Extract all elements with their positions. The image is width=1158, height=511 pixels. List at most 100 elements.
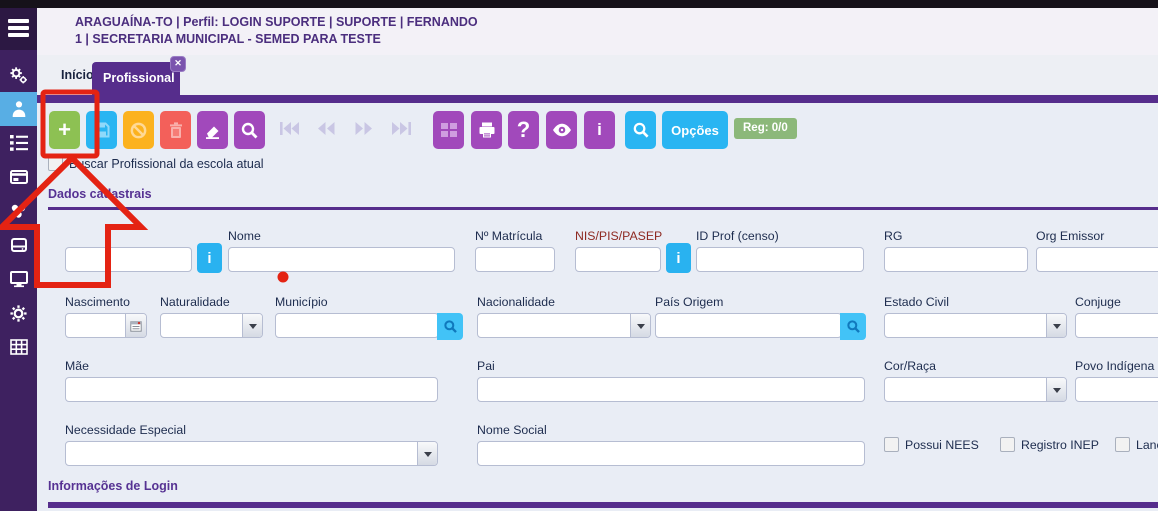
lanca-label: Lança xyxy=(1136,437,1158,452)
sidebar-item-gear[interactable] xyxy=(0,296,37,330)
buscar-profissional-checkbox-row[interactable]: Buscar Profissional da escola atual xyxy=(48,156,264,171)
chevron-down-icon xyxy=(242,314,262,337)
record-count-badge: Reg: 0/0 xyxy=(734,118,797,139)
calendar-icon[interactable] xyxy=(125,314,146,337)
sidebar-item-monitor[interactable] xyxy=(0,262,37,296)
search-button[interactable] xyxy=(234,111,265,149)
nis-info-button[interactable]: i xyxy=(666,243,691,273)
nome-social-input[interactable] xyxy=(477,441,865,466)
nis-label: NIS/PIS/PASEP xyxy=(575,229,663,243)
cpf-info-button[interactable]: i xyxy=(197,243,222,273)
field-org-emissor: Org Emissor xyxy=(1036,229,1158,272)
nome-label: Nome xyxy=(228,229,261,243)
ordered-list-icon xyxy=(9,135,28,151)
next-record-button[interactable] xyxy=(354,121,374,137)
nascimento-input[interactable] xyxy=(65,313,147,338)
sidebar-item-person[interactable] xyxy=(0,92,37,126)
org-emissor-input[interactable] xyxy=(1036,247,1158,272)
pais-origem-search-button[interactable] xyxy=(840,313,866,340)
help-button[interactable]: ? xyxy=(508,111,539,149)
first-record-button[interactable] xyxy=(280,121,300,137)
municipio-search-button[interactable] xyxy=(437,313,463,340)
field-nome: Nome xyxy=(228,229,455,272)
povo-indigena-input[interactable] xyxy=(1075,377,1158,402)
mae-input[interactable] xyxy=(65,377,438,402)
cor-raca-select[interactable] xyxy=(884,377,1067,402)
sidebar-item-ordered-list[interactable] xyxy=(0,126,37,160)
field-necessidade-especial: Necessidade Especial xyxy=(65,423,438,466)
sidebar-item-users-group[interactable] xyxy=(0,194,37,228)
estado-civil-select[interactable] xyxy=(884,313,1067,338)
naturalidade-select[interactable] xyxy=(160,313,263,338)
delete-button[interactable] xyxy=(160,111,191,149)
conjuge-label: Conjuge xyxy=(1075,295,1121,309)
lanca-checkbox-row[interactable]: Lança xyxy=(1115,437,1158,452)
cogs-icon xyxy=(10,66,27,83)
possui-nees-checkbox[interactable] xyxy=(884,437,899,452)
field-conjuge: Conjuge xyxy=(1075,295,1158,338)
header: ARAGUAÍNA-TO | Perfil: LOGIN SUPORTE | S… xyxy=(37,8,1158,55)
tab-profissional[interactable]: Profissional ✕ xyxy=(92,56,186,95)
conjuge-input[interactable] xyxy=(1075,313,1158,338)
municipio-label: Município xyxy=(275,295,328,309)
last-record-icon xyxy=(392,122,411,135)
field-mae: Mãe xyxy=(65,359,438,402)
clear-button[interactable] xyxy=(197,111,228,149)
chevron-down-icon xyxy=(1046,378,1066,401)
field-cor-raca: Cor/Raça xyxy=(884,359,1067,402)
possui-nees-label: Possui NEES xyxy=(905,437,979,452)
previous-record-icon xyxy=(318,122,335,135)
save-button[interactable] xyxy=(86,111,117,149)
pais-origem-input[interactable] xyxy=(655,313,842,338)
eraser-icon xyxy=(206,126,219,139)
cancel-button[interactable] xyxy=(123,111,154,149)
id-prof-input[interactable] xyxy=(696,247,864,272)
previous-record-button[interactable] xyxy=(317,121,337,137)
municipio-input[interactable] xyxy=(275,313,439,338)
sidebar-item-drive[interactable] xyxy=(0,228,37,262)
matricula-input[interactable] xyxy=(475,247,555,272)
table-view-button[interactable] xyxy=(433,111,464,149)
registro-inep-checkbox-row[interactable]: Registro INEP xyxy=(1000,437,1099,452)
possui-nees-checkbox-row[interactable]: Possui NEES xyxy=(884,437,979,452)
search-blue-button[interactable] xyxy=(625,111,656,149)
nacionalidade-select[interactable] xyxy=(477,313,651,338)
cpf-input[interactable] xyxy=(65,247,192,272)
registro-inep-checkbox[interactable] xyxy=(1000,437,1015,452)
content-area: + xyxy=(37,103,1158,511)
add-record-button[interactable]: + xyxy=(49,111,80,149)
plus-icon: + xyxy=(58,117,71,142)
header-line1: ARAGUAÍNA-TO | Perfil: LOGIN SUPORTE | S… xyxy=(75,15,478,29)
table-view-icon xyxy=(440,123,457,137)
field-nome-social: Nome Social xyxy=(477,423,865,466)
pai-input[interactable] xyxy=(477,377,865,402)
chevron-down-icon xyxy=(417,442,437,465)
sidebar-item-table-grid[interactable] xyxy=(0,330,37,364)
nis-input[interactable] xyxy=(575,247,661,272)
drive-icon xyxy=(10,238,27,252)
tab-inicio[interactable]: Início xyxy=(61,68,94,82)
cor-raca-label: Cor/Raça xyxy=(884,359,936,373)
options-button[interactable]: Opções xyxy=(662,111,728,149)
monitor-icon xyxy=(9,271,28,288)
nome-input[interactable] xyxy=(228,247,455,272)
rg-input[interactable] xyxy=(884,247,1028,272)
necessidade-especial-select[interactable] xyxy=(65,441,438,466)
field-matricula: Nº Matrícula xyxy=(475,229,555,272)
buscar-checkbox[interactable] xyxy=(48,156,63,171)
header-line2: 1 | SECRETARIA MUNICIPAL - SEMED PARA TE… xyxy=(75,32,381,46)
section-divider-cadastrais xyxy=(48,207,1158,210)
povo-indigena-label: Povo Indígena xyxy=(1075,359,1155,373)
sidebar-item-card-panel[interactable] xyxy=(0,160,37,194)
lanca-checkbox[interactable] xyxy=(1115,437,1130,452)
hamburger-menu-icon[interactable] xyxy=(0,8,37,50)
print-button[interactable] xyxy=(471,111,502,149)
sidebar-item-cogs[interactable] xyxy=(0,58,37,92)
section-divider-login xyxy=(48,502,1158,508)
naturalidade-label: Naturalidade xyxy=(160,295,230,309)
info-button[interactable]: i xyxy=(584,111,615,149)
view-button[interactable] xyxy=(546,111,577,149)
close-tab-icon[interactable]: ✕ xyxy=(170,56,186,72)
last-record-button[interactable] xyxy=(391,121,411,137)
